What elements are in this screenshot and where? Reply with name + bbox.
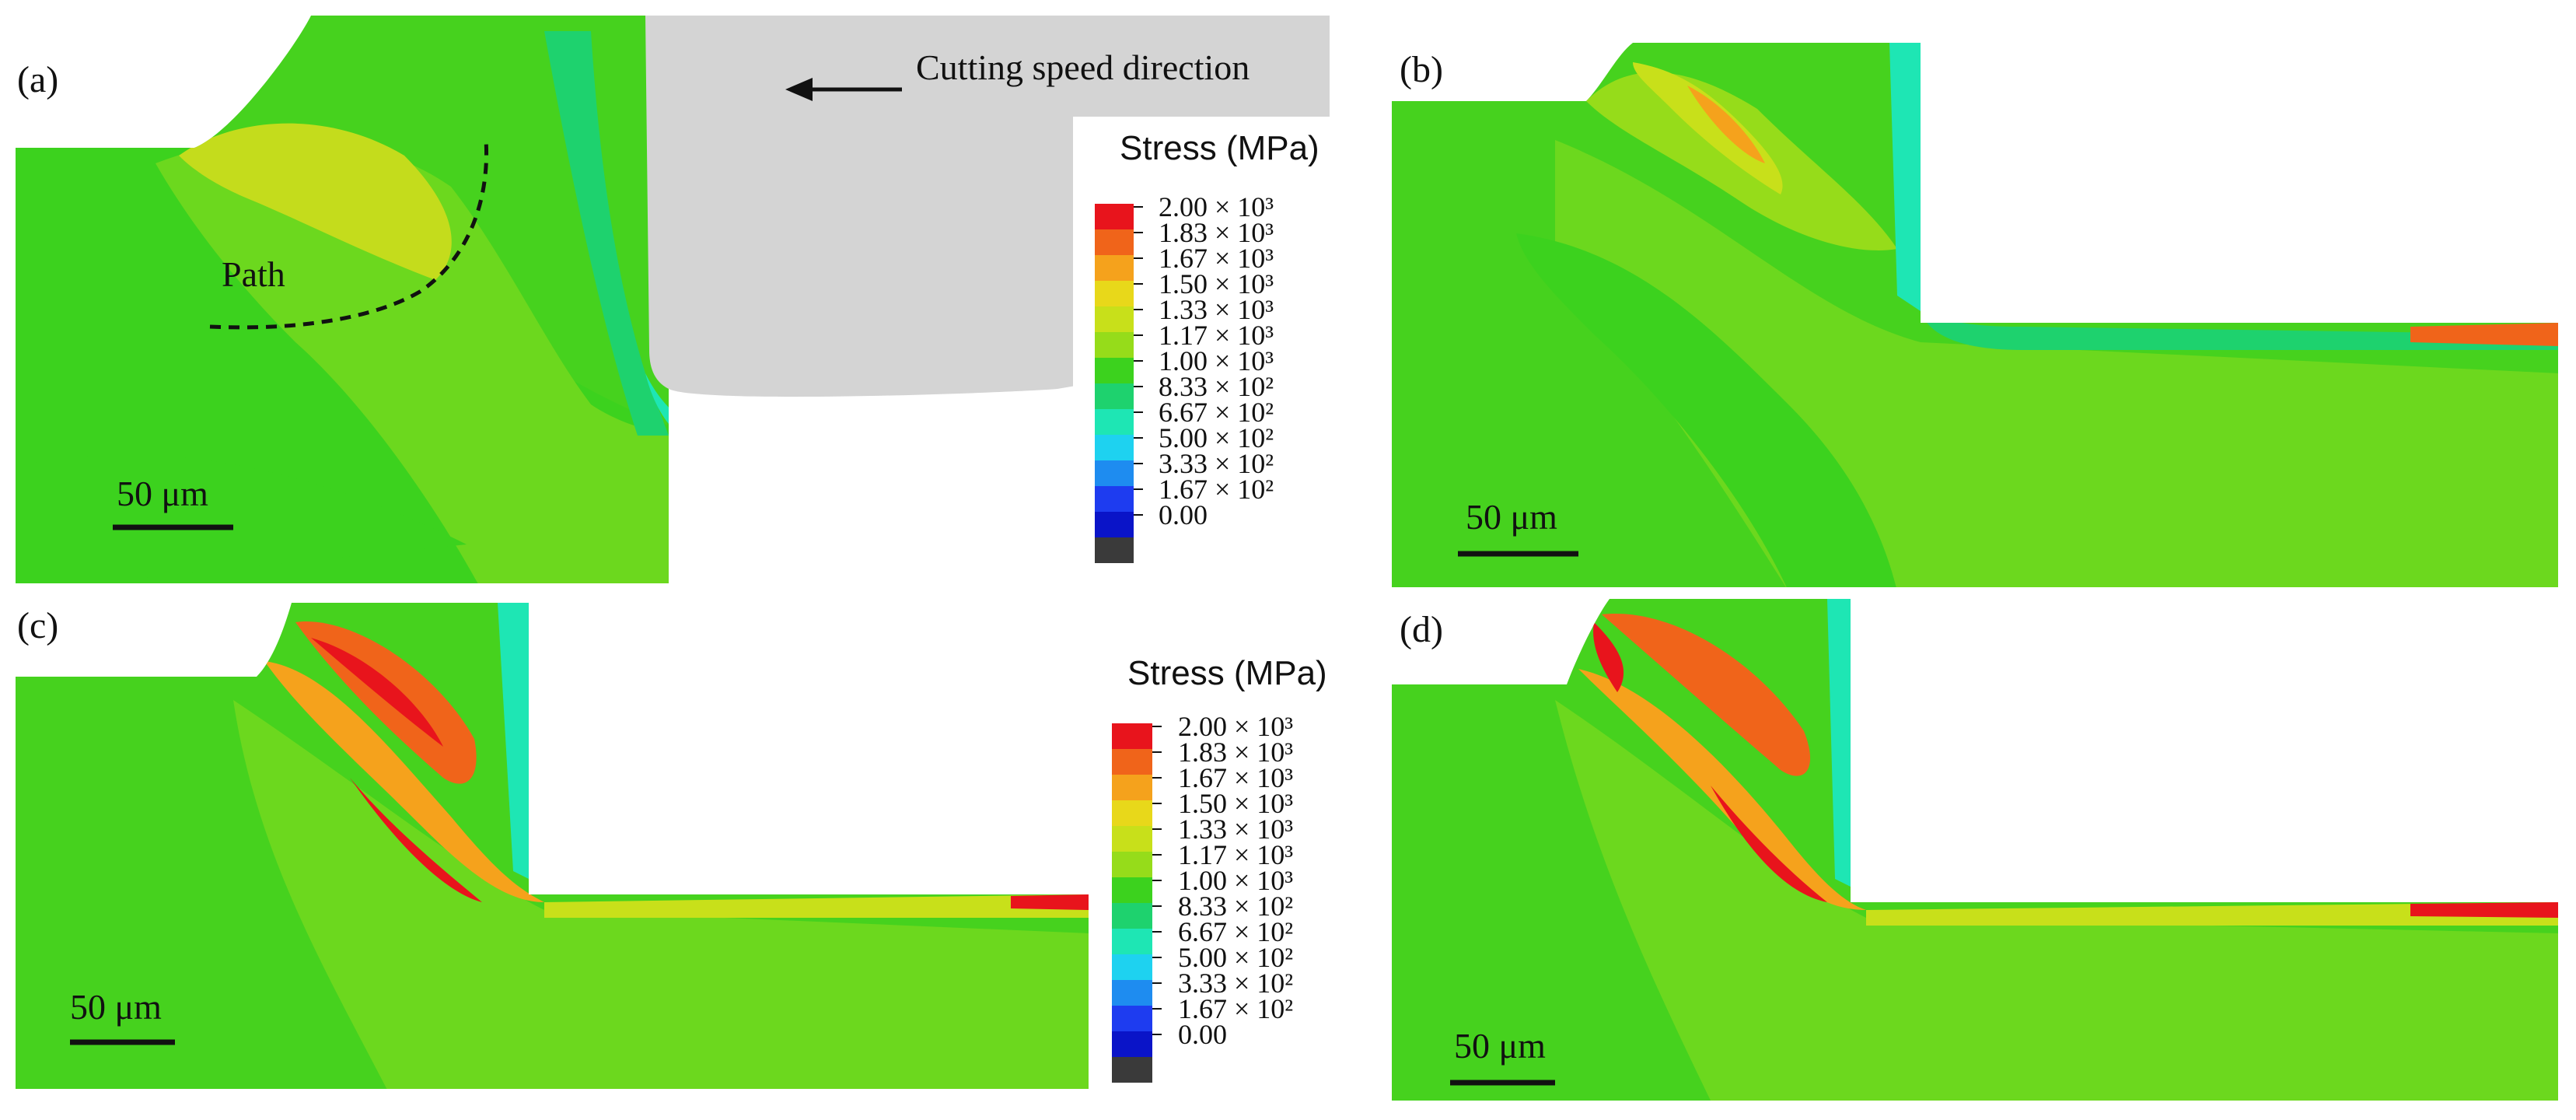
- legend-swatch: [1112, 903, 1152, 929]
- panel-b-contour: [1392, 43, 2558, 587]
- legend-swatch: [1095, 255, 1134, 281]
- legend-title-top: Stress (MPa): [1120, 129, 1319, 167]
- legend-tick-label: 3.33 × 10²: [1178, 968, 1293, 999]
- legend-tick-label: 1.50 × 10³: [1159, 268, 1274, 299]
- scale-bar-label-a: 50 μm: [117, 474, 208, 513]
- scale-bar-label-d: 50 μm: [1454, 1026, 1546, 1066]
- legend-tick-label: 1.83 × 10³: [1159, 217, 1274, 248]
- legend-swatches-top: [1095, 204, 1134, 563]
- legend-swatch: [1095, 435, 1134, 460]
- panel-a-contour: [16, 16, 669, 583]
- legend-swatch: [1095, 512, 1134, 537]
- legend-swatches-bottom: [1112, 723, 1152, 1083]
- scale-bar-label-c: 50 μm: [70, 987, 162, 1027]
- scale-bar-b: 50 μm: [1458, 497, 1578, 557]
- panel-label-a: (a): [17, 59, 58, 100]
- legend-tick-label: 1.67 × 10³: [1159, 243, 1274, 274]
- legend-tick-label: 8.33 × 10²: [1178, 891, 1293, 922]
- legend-swatch: [1112, 775, 1152, 800]
- legend-tick-label: 1.83 × 10³: [1178, 737, 1293, 768]
- legend-swatch: [1112, 800, 1152, 826]
- legend-tick-label: 6.67 × 10²: [1178, 916, 1293, 947]
- path-curve: [209, 139, 489, 330]
- legend-tick-label: 6.67 × 10²: [1159, 397, 1274, 428]
- legend-tick-label: 1.17 × 10³: [1159, 320, 1274, 351]
- legend-tick-label: 1.00 × 10³: [1178, 865, 1293, 896]
- legend-swatch: [1095, 486, 1134, 512]
- legend-tick-label: 5.00 × 10²: [1178, 942, 1293, 973]
- legend-tick-label: 1.17 × 10³: [1178, 839, 1293, 870]
- legend-swatch: [1112, 749, 1152, 775]
- path-label: Path: [222, 254, 285, 294]
- scale-bar-label-b: 50 μm: [1466, 497, 1557, 537]
- panel-d-contour: [1392, 599, 2558, 1101]
- legend-tick-label: 1.00 × 10³: [1159, 345, 1274, 376]
- scale-bar-c: 50 μm: [70, 987, 175, 1045]
- legend-tick-label: 1.50 × 10³: [1178, 788, 1293, 819]
- legend-swatch: [1112, 980, 1152, 1006]
- legend-swatch: [1112, 852, 1152, 877]
- legend-swatch: [1095, 281, 1134, 306]
- legend-swatch: [1095, 460, 1134, 486]
- legend-swatch: [1112, 1006, 1152, 1031]
- panel-c: (c) 50 μm: [16, 603, 1089, 1089]
- legend-swatch: [1095, 332, 1134, 358]
- scale-bar-d: 50 μm: [1450, 1026, 1555, 1086]
- panel-d: (d) 50 μm: [1392, 599, 2558, 1101]
- cutting-direction-label: Cutting speed direction: [916, 47, 1250, 87]
- panel-c-contour: [16, 603, 1089, 1089]
- legend-swatch: [1112, 1057, 1152, 1083]
- legend-tick-label: 8.33 × 10²: [1159, 371, 1274, 402]
- legend-swatch: [1095, 358, 1134, 383]
- legend-tick-label: 0.00: [1159, 499, 1208, 530]
- panel-b: (b) 50 μm: [1392, 43, 2558, 587]
- cutting-direction-arrow: [785, 78, 902, 101]
- legend-swatch: [1095, 409, 1134, 435]
- legend-tick-label: 2.00 × 10³: [1159, 191, 1274, 222]
- legend-swatch: [1112, 826, 1152, 852]
- legend-tick-label: 1.67 × 10²: [1159, 474, 1274, 505]
- panel-label-d: (d): [1400, 609, 1443, 650]
- legend-tick-label: 5.00 × 10²: [1159, 422, 1274, 453]
- legend-tick-label: 1.67 × 10²: [1178, 993, 1293, 1024]
- legend-swatch: [1095, 537, 1134, 563]
- legend-tick-label: 0.00: [1178, 1019, 1227, 1050]
- legend-swatch: [1095, 204, 1134, 229]
- legend-swatch: [1112, 723, 1152, 749]
- legend-tick-label: 1.33 × 10³: [1178, 814, 1293, 845]
- legend-title-bottom: Stress (MPa): [1127, 654, 1327, 692]
- legend-swatch: [1112, 954, 1152, 980]
- scale-bar-a: 50 μm: [113, 474, 233, 530]
- legend-swatch: [1095, 306, 1134, 332]
- legend-tick-label: 1.33 × 10³: [1159, 294, 1274, 325]
- legend-tick-label: 2.00 × 10³: [1178, 711, 1293, 742]
- legend-swatch: [1112, 929, 1152, 954]
- legend-swatch: [1095, 229, 1134, 255]
- legend-swatch: [1112, 1031, 1152, 1057]
- panel-label-b: (b): [1400, 49, 1443, 90]
- panel-label-c: (c): [17, 605, 58, 646]
- legend-swatch: [1095, 383, 1134, 409]
- legend-tick-label: 1.67 × 10³: [1178, 762, 1293, 793]
- legend-swatch: [1112, 877, 1152, 903]
- legend-tick-label: 3.33 × 10²: [1159, 448, 1274, 479]
